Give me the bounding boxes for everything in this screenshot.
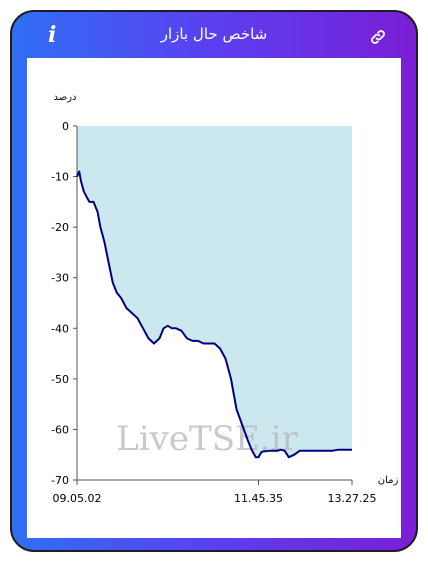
y-tick-label: -50 [51, 373, 69, 386]
x-axis-label: زمان [378, 475, 399, 486]
x-tick-label: 09.05.02 [53, 492, 102, 505]
area-fill [77, 126, 352, 458]
info-icon[interactable]: i [48, 22, 57, 48]
header-bar: i شاخص حال بازار [12, 12, 416, 58]
y-axis-label: درصد [53, 92, 76, 103]
link-icon[interactable] [369, 28, 387, 46]
chart-panel: 0 -10 -20 -30 -40 -50 -60 -70 09.05.02 11.45.35 13… [27, 58, 401, 538]
y-tick-label: 0 [62, 120, 69, 133]
chart-card: i شاخص حال بازار 0 -10 -20 -30 -40 -50 -60 -70 0… [10, 10, 418, 552]
series-line [76, 170, 352, 459]
y-tick-label: -20 [51, 221, 69, 234]
y-tick-label: -10 [51, 171, 69, 184]
page-title: شاخص حال بازار [160, 25, 268, 43]
x-tick-label: 13.27.25 [328, 492, 377, 505]
y-tick-label: -70 [51, 474, 69, 487]
market-index-chart: 0 -10 -20 -30 -40 -50 -60 -70 09.05.02 11.45.35 13… [51, 92, 399, 505]
y-tick-label: -40 [51, 322, 69, 335]
y-tick-label: -60 [51, 423, 69, 436]
x-tick-label: 11.45.35 [234, 492, 283, 505]
watermark: LiveTSE.ir [116, 419, 298, 459]
y-tick-label: -30 [51, 272, 69, 285]
